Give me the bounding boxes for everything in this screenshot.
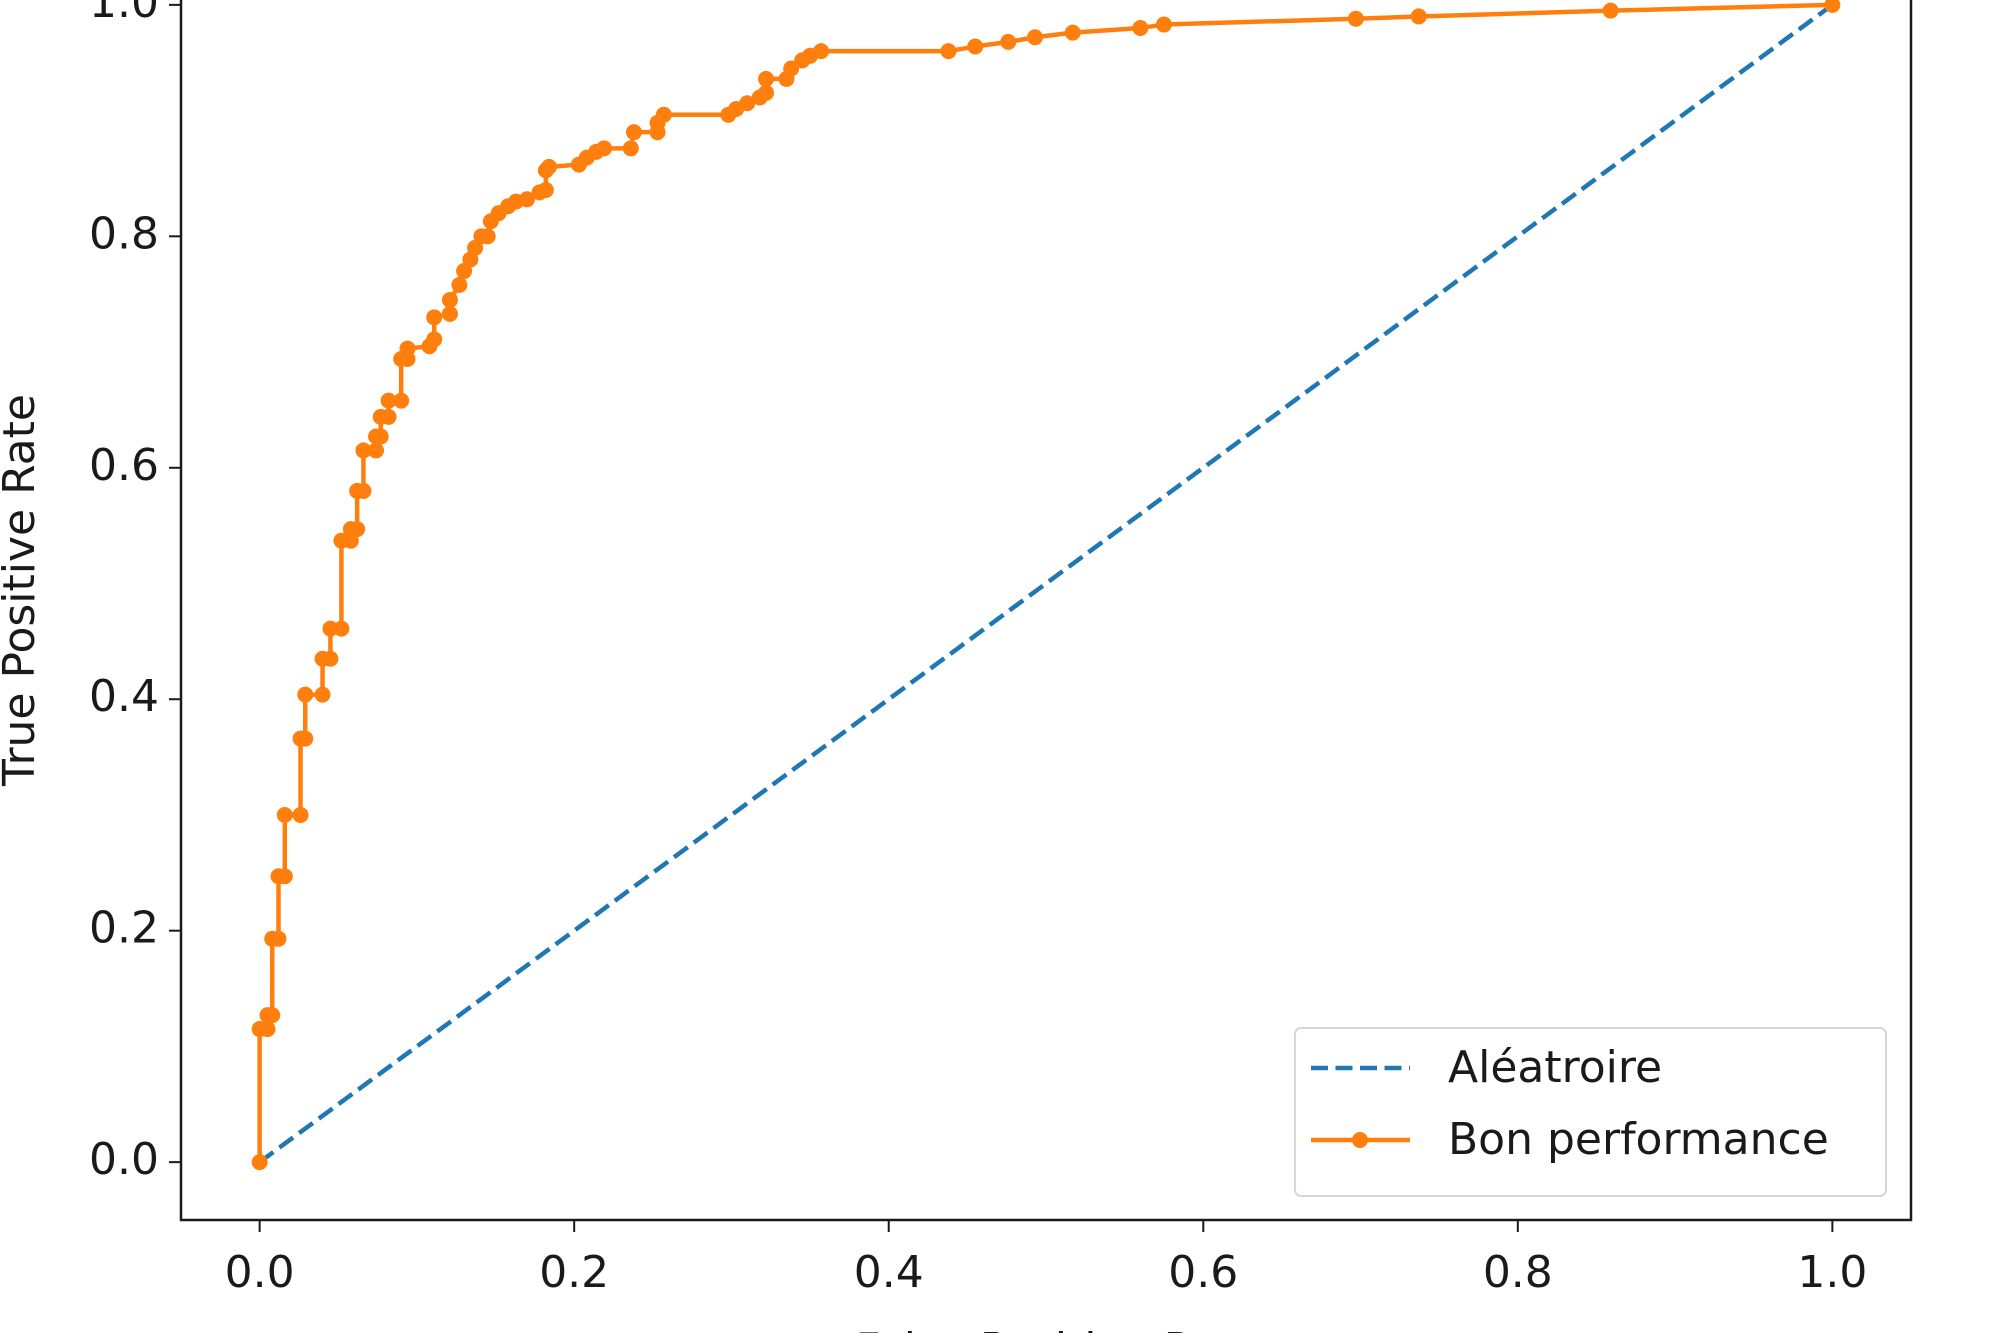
data-point: [519, 191, 535, 208]
x-tick-label: 0.4: [854, 1247, 924, 1298]
data-point: [1410, 8, 1427, 25]
data-point: [596, 140, 613, 157]
data-point: [322, 650, 339, 667]
data-point: [355, 442, 372, 459]
x-tick-label: 1.0: [1797, 1247, 1867, 1298]
legend-marker: [1352, 1132, 1368, 1148]
x-tick-label: 0.0: [225, 1247, 295, 1298]
data-point: [441, 291, 458, 308]
data-point: [372, 428, 389, 445]
y-tick-label: 0.0: [89, 1134, 159, 1185]
x-tick-label: 0.2: [539, 1247, 609, 1298]
data-point: [783, 60, 800, 77]
x-axis-label: False Positive Rate: [856, 1324, 1265, 1333]
data-point: [393, 392, 410, 409]
data-point: [541, 158, 558, 175]
data-point: [451, 276, 468, 293]
x-tick-label: 0.6: [1168, 1247, 1238, 1298]
data-point: [622, 140, 639, 157]
data-point: [380, 392, 397, 409]
y-tick-label: 0.4: [89, 671, 159, 722]
plot-frame: [179, 0, 1913, 1222]
data-point: [270, 930, 287, 947]
data-point: [297, 686, 314, 703]
data-point: [739, 95, 756, 112]
data-point: [426, 309, 443, 326]
data-point: [251, 1154, 268, 1171]
data-point: [813, 43, 830, 60]
data-point: [625, 124, 642, 141]
data-point: [259, 1021, 276, 1038]
data-point: [380, 408, 397, 425]
data-point: [655, 106, 672, 123]
y-tick-label: 0.6: [89, 440, 159, 491]
data-point: [355, 482, 372, 499]
data-point: [1026, 29, 1043, 46]
data-point: [758, 84, 775, 101]
data-point: [333, 620, 350, 637]
data-point: [314, 686, 331, 703]
data-point: [399, 340, 416, 357]
data-point: [322, 620, 339, 637]
x-tick-label: 0.8: [1483, 1247, 1553, 1298]
data-point: [297, 730, 314, 747]
data-point: [758, 70, 775, 87]
data-point: [1347, 10, 1364, 27]
data-point: [264, 1007, 281, 1024]
legend-box: [1294, 1027, 1887, 1197]
data-point: [276, 868, 293, 885]
data-point: [441, 305, 458, 322]
data-point: [1132, 20, 1149, 37]
data-point: [426, 331, 443, 348]
data-point: [1000, 33, 1017, 50]
data-point: [349, 521, 366, 538]
y-tick-label: 0.2: [89, 903, 159, 954]
y-axis-label: True Positive Rate: [0, 394, 45, 787]
data-point: [292, 806, 309, 823]
data-point: [368, 442, 385, 459]
data-point: [940, 43, 957, 60]
data-point: [1602, 2, 1619, 19]
data-point: [479, 228, 496, 245]
y-tick-label: 1.0: [89, 0, 159, 28]
legend-label: Bon performance: [1448, 1114, 1829, 1165]
data-point: [1064, 24, 1081, 41]
series-line: [258, 3, 1834, 1164]
data-point: [1824, 0, 1841, 13]
data-point: [967, 38, 984, 55]
data-point: [1155, 16, 1172, 33]
legend-label: Aléatroire: [1448, 1042, 1662, 1093]
data-point: [276, 806, 293, 823]
y-tick-label: 0.8: [89, 208, 159, 259]
data-point: [537, 182, 554, 199]
